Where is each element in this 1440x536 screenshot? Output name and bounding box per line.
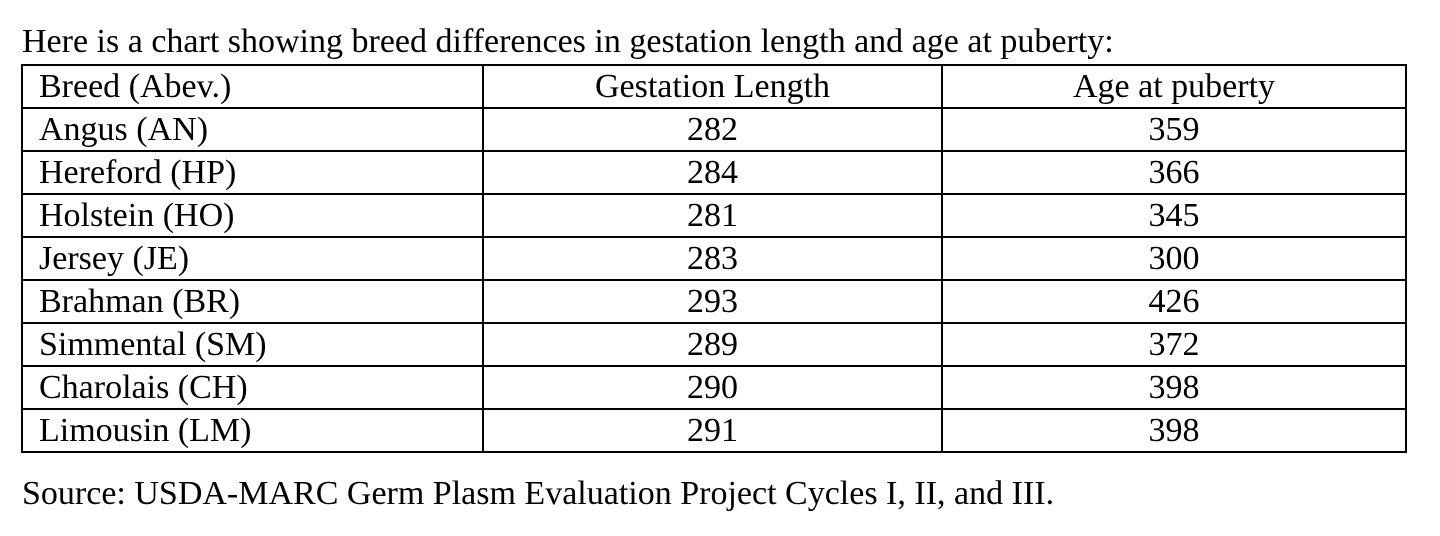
gestation-cell: 283	[482, 236, 943, 281]
table-row: Angus (AN) 282 359	[21, 107, 1407, 152]
breed-cell: Simmental (SM)	[21, 322, 484, 367]
table-row: Brahman (BR) 293 426	[21, 279, 1407, 324]
gestation-cell: 290	[482, 365, 943, 410]
header-breed: Breed (Abev.)	[21, 64, 484, 109]
breed-cell: Angus (AN)	[21, 107, 484, 152]
breed-cell: Limousin (LM)	[21, 408, 484, 453]
gestation-cell: 281	[482, 193, 943, 238]
gestation-cell: 289	[482, 322, 943, 367]
puberty-cell: 366	[941, 150, 1407, 195]
puberty-cell: 426	[941, 279, 1407, 324]
header-gestation-length: Gestation Length	[482, 64, 943, 109]
source-note: Source: USDA-MARC Germ Plasm Evaluation …	[22, 475, 1055, 512]
gestation-cell: 282	[482, 107, 943, 152]
gestation-cell: 291	[482, 408, 943, 453]
table-row: Simmental (SM) 289 372	[21, 322, 1407, 367]
table-row: Holstein (HO) 281 345	[21, 193, 1407, 238]
gestation-cell: 293	[482, 279, 943, 324]
breed-cell: Hereford (HP)	[21, 150, 484, 195]
gestation-cell: 284	[482, 150, 943, 195]
table-header-row: Breed (Abev.) Gestation Length Age at pu…	[21, 64, 1407, 109]
puberty-cell: 300	[941, 236, 1407, 281]
puberty-cell: 359	[941, 107, 1407, 152]
breed-table: Breed (Abev.) Gestation Length Age at pu…	[21, 64, 1407, 453]
puberty-cell: 372	[941, 322, 1407, 367]
puberty-cell: 398	[941, 408, 1407, 453]
table-row: Limousin (LM) 291 398	[21, 408, 1407, 453]
breed-cell: Charolais (CH)	[21, 365, 484, 410]
table-row: Jersey (JE) 283 300	[21, 236, 1407, 281]
breed-cell: Brahman (BR)	[21, 279, 484, 324]
table-row: Charolais (CH) 290 398	[21, 365, 1407, 410]
puberty-cell: 398	[941, 365, 1407, 410]
header-age-at-puberty: Age at puberty	[941, 64, 1407, 109]
puberty-cell: 345	[941, 193, 1407, 238]
breed-cell: Holstein (HO)	[21, 193, 484, 238]
intro-text: Here is a chart showing breed difference…	[22, 23, 1114, 60]
breed-cell: Jersey (JE)	[21, 236, 484, 281]
table-row: Hereford (HP) 284 366	[21, 150, 1407, 195]
